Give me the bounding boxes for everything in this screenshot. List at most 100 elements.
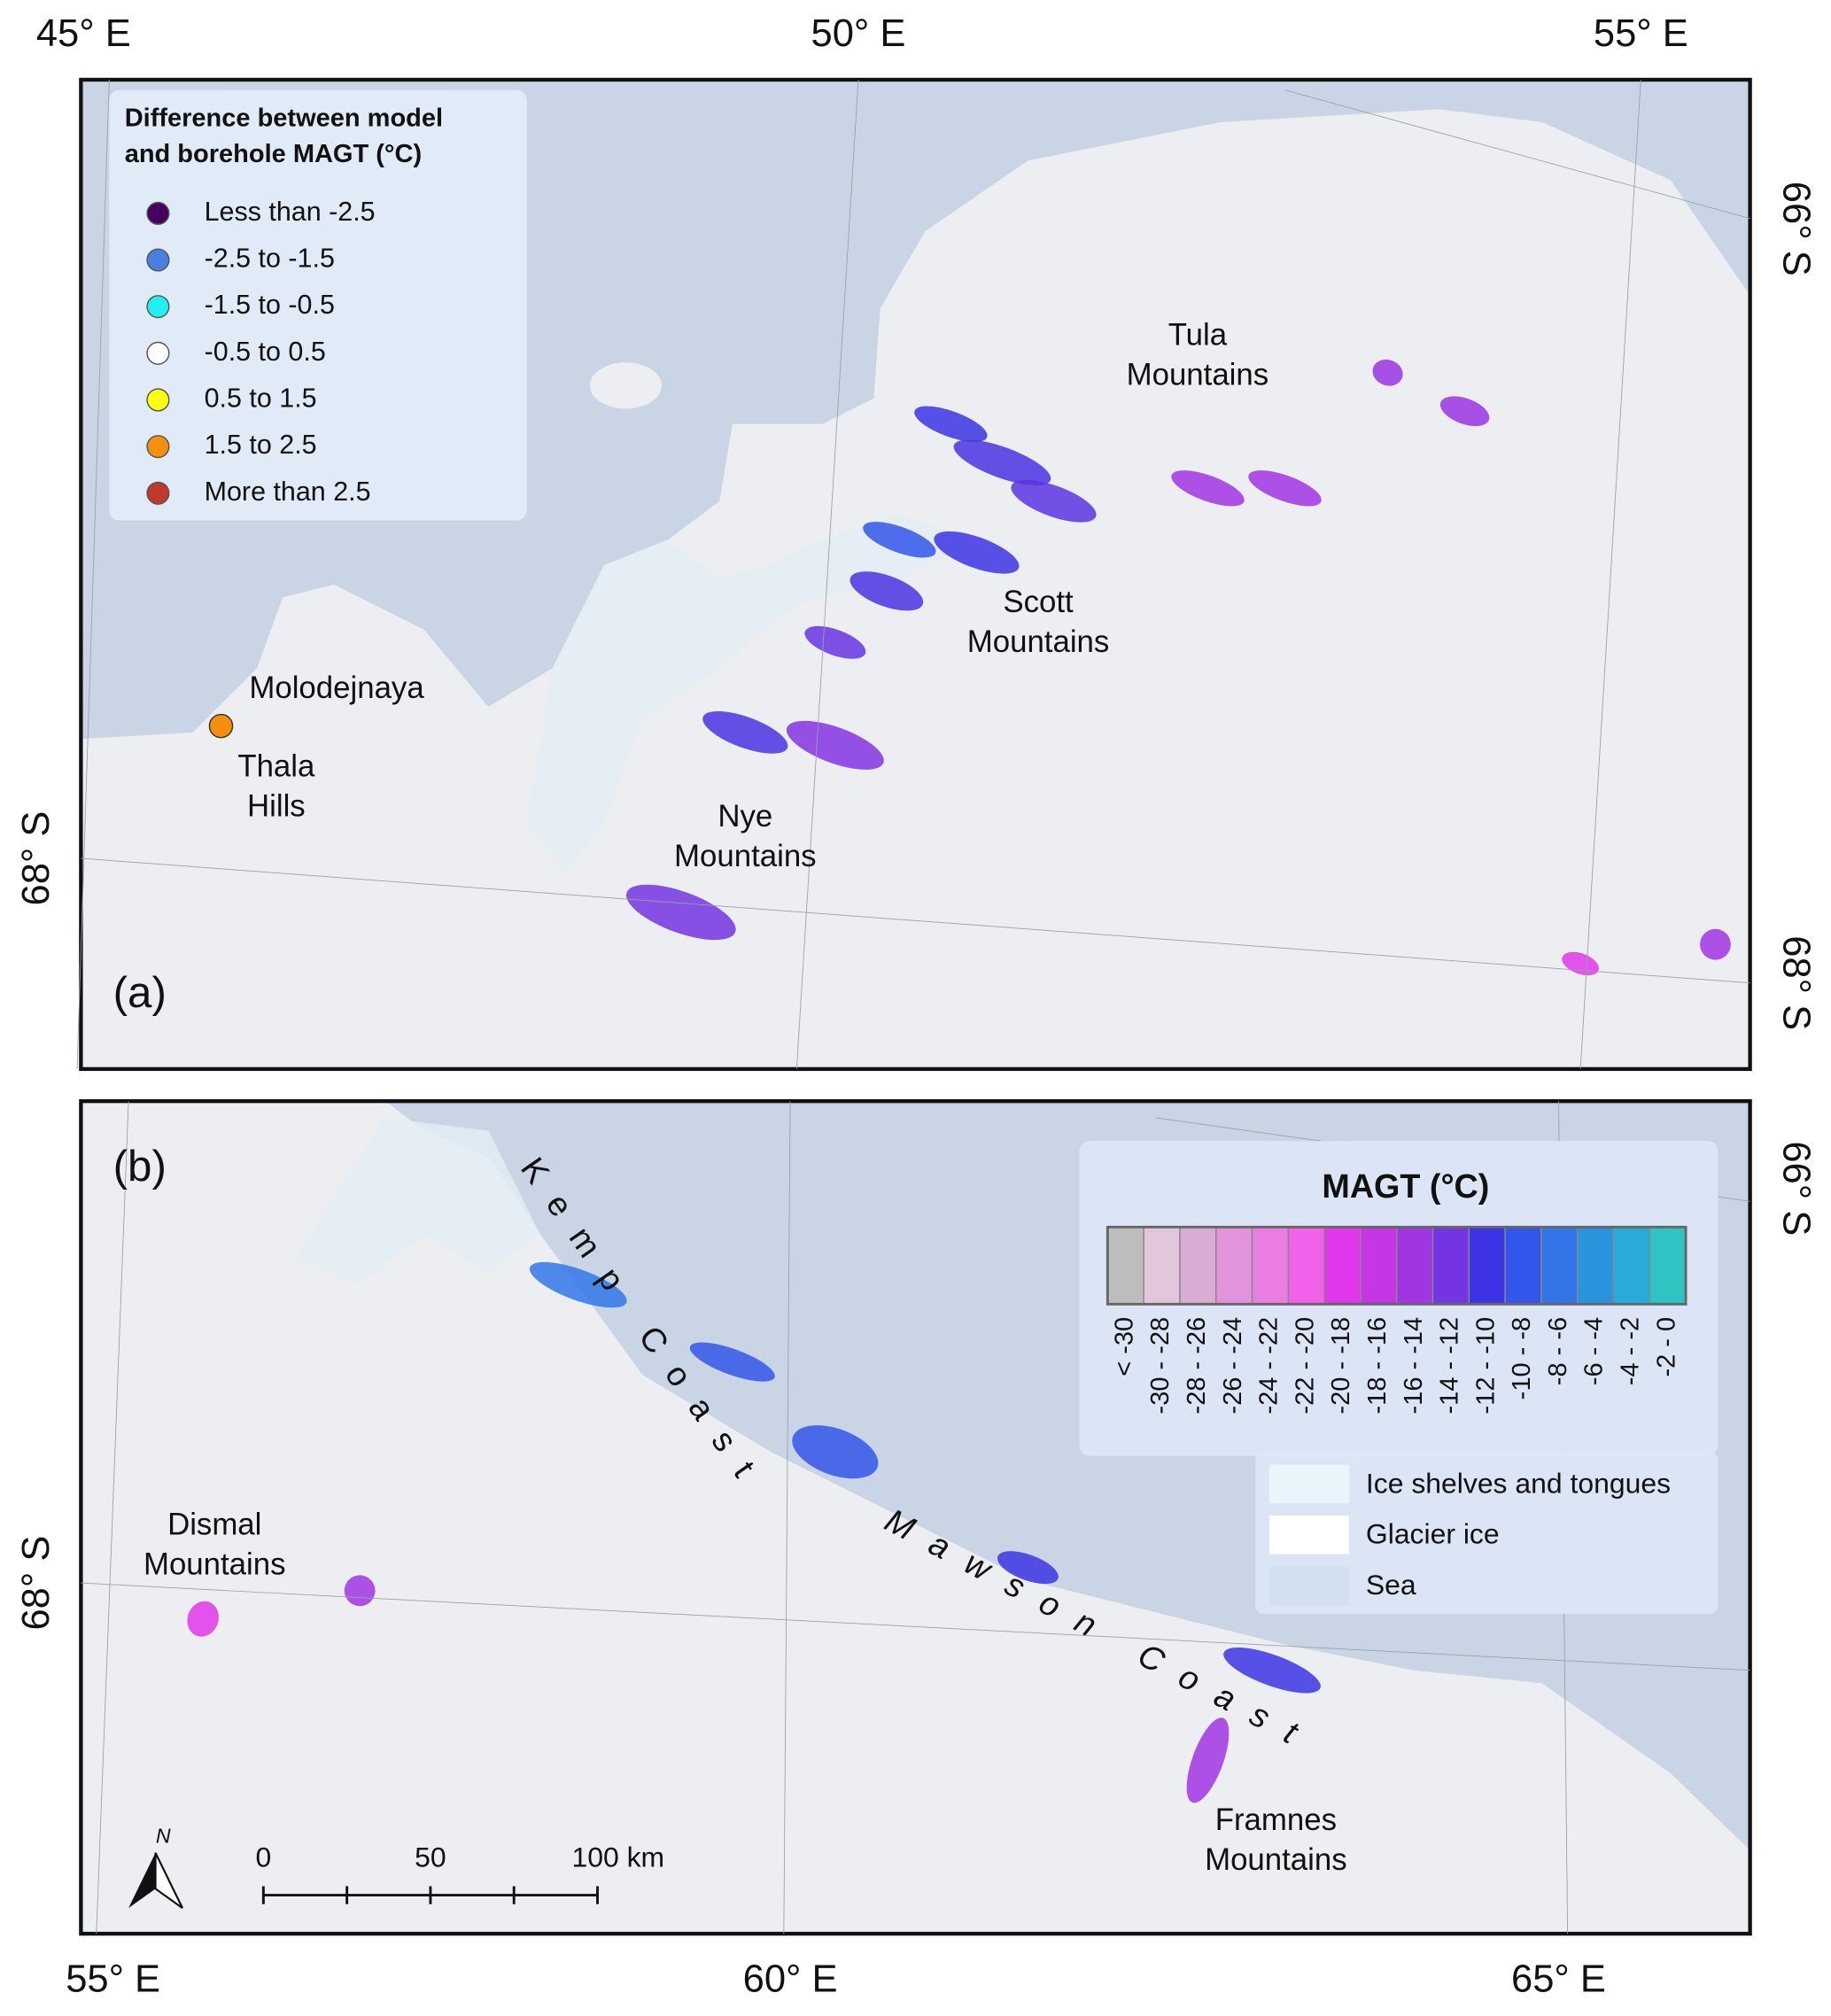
colorbar-label: < -30	[1110, 1317, 1138, 1376]
colorbar-label: -6 - -4	[1580, 1317, 1609, 1385]
coordinate-label: 68° S	[15, 811, 58, 906]
legend-box	[109, 89, 527, 521]
north-label: N	[156, 1824, 171, 1847]
colorbar-cell	[1468, 1226, 1506, 1306]
place-label: Nye	[718, 799, 772, 834]
magt-patch	[786, 720, 884, 770]
station-marker	[208, 713, 234, 739]
graticule-line	[81, 857, 1750, 984]
magt-patch	[914, 406, 988, 442]
place-label: Tula	[1168, 317, 1228, 352]
magt-patch	[625, 884, 736, 941]
legend-symbol	[146, 201, 170, 225]
graticule-line	[76, 79, 110, 1069]
legend-swatch	[1269, 1515, 1350, 1555]
place-label: Mountains	[1205, 1842, 1347, 1877]
graticule-line	[795, 79, 859, 1069]
graticule-line	[81, 1582, 1750, 1671]
magt-patch	[804, 625, 866, 659]
colorbar-cell	[1106, 1226, 1144, 1306]
legend-label: Glacier ice	[1366, 1518, 1500, 1550]
colorbar-cell	[1287, 1226, 1325, 1306]
magt-patch	[1248, 470, 1322, 507]
legend-label: Sea	[1366, 1569, 1416, 1601]
colorbar-label: -18 - -16	[1363, 1317, 1392, 1415]
scale-label: 0	[255, 1841, 271, 1873]
ice-shelf	[295, 1118, 540, 1285]
magt-patch	[1372, 359, 1403, 386]
scale-label: 100 km	[571, 1841, 664, 1873]
panel-frame	[79, 1098, 1752, 1936]
ice-shelf	[526, 514, 977, 874]
colorbar-cell	[1215, 1226, 1253, 1306]
graticule-line	[783, 1101, 791, 1935]
magt-patch	[863, 522, 936, 558]
magt-patch	[1186, 1717, 1230, 1803]
island	[589, 362, 663, 409]
colorbar-cell	[1576, 1226, 1615, 1306]
colorbar-label: -4 - -2	[1617, 1317, 1645, 1385]
colorbar-label: -8 - -6	[1544, 1317, 1572, 1385]
legend-label: Ice shelves and tongues	[1366, 1467, 1671, 1499]
panel-frame	[79, 77, 1752, 1072]
legend-label: 1.5 to 2.5	[205, 430, 317, 460]
legend-label: -0.5 to 0.5	[205, 337, 326, 367]
magt-patch	[792, 1425, 879, 1479]
graticule-line	[1284, 89, 1750, 220]
graticule-line	[1579, 79, 1641, 1069]
legend-label: -2.5 to -1.5	[205, 244, 335, 274]
legend-swatch	[1269, 1566, 1350, 1605]
place-label: Mountains	[967, 624, 1110, 659]
colorbar-cell	[1395, 1226, 1434, 1306]
magt-patch	[934, 531, 1020, 574]
panel-label: (a)	[113, 968, 167, 1017]
magt-patch	[850, 571, 924, 611]
magt-patch	[1011, 479, 1097, 523]
legend-symbol	[146, 341, 170, 365]
place-label: Mountains	[674, 839, 817, 873]
colorbar-cell	[1179, 1226, 1217, 1306]
coordinate-label: 65° E	[1511, 1958, 1606, 2000]
magt-patch	[1700, 928, 1731, 960]
magt-patch	[344, 1575, 376, 1607]
magt-patch	[1171, 470, 1245, 507]
colorbar-frame	[1106, 1225, 1687, 1306]
colorbar-cell	[1612, 1226, 1651, 1306]
coordinate-label: 55° E	[66, 1958, 160, 2000]
coordinate-label: 68° S	[1774, 935, 1817, 1030]
coordinate-label: 66° S	[1774, 182, 1817, 276]
colorbar-label: -22 - -20	[1291, 1317, 1319, 1415]
panel-label: (b)	[113, 1142, 167, 1190]
legend-title: and borehole MAGT (°C)	[125, 140, 422, 168]
legend-symbol	[146, 248, 170, 272]
legend-symbol	[146, 388, 170, 412]
place-label: Mountains	[144, 1547, 286, 1581]
legend-swatch	[1269, 1464, 1350, 1504]
legend-label: Less than -2.5	[205, 197, 376, 227]
colorbar-label: -28 - -26	[1183, 1317, 1211, 1415]
place-label: Molodejnaya	[249, 671, 424, 705]
magt-patch	[953, 439, 1051, 485]
colorbar-label: -10 - -8	[1508, 1317, 1536, 1400]
place-label: Hills	[247, 789, 306, 824]
colorbar-cell	[1504, 1226, 1542, 1306]
legend-title: Difference between model	[125, 105, 443, 133]
magt-patch	[997, 1551, 1059, 1585]
place-label: Mountains	[1127, 357, 1269, 392]
magt-patch	[529, 1261, 627, 1308]
colorbar-cell	[1251, 1226, 1290, 1306]
magt-patch	[187, 1601, 219, 1637]
place-label: Dismal	[167, 1507, 261, 1541]
coordinate-label: 45° E	[36, 12, 131, 55]
coordinate-label: 55° E	[1594, 12, 1688, 55]
colorbar-label: -24 - -22	[1255, 1317, 1284, 1415]
legend-title: MAGT (°C)	[1322, 1167, 1489, 1205]
magt-patch	[702, 711, 788, 754]
colorbar-label: -16 - -14	[1400, 1317, 1428, 1415]
coordinate-label: 60° E	[743, 1958, 838, 2000]
colorbar-label: -2 - 0	[1652, 1317, 1680, 1377]
legend-box	[1255, 1452, 1719, 1614]
place-label: Thala	[237, 749, 315, 784]
colorbar-label: -14 - -12	[1436, 1317, 1464, 1415]
